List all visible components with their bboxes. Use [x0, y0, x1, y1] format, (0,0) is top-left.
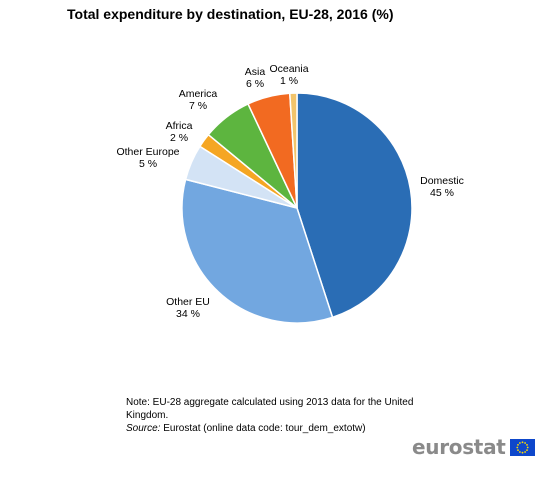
flag-star — [518, 441, 521, 444]
source-label: Source: — [126, 423, 161, 434]
eurostat-logo: eurostat — [412, 435, 535, 459]
source-line: Source: Eurostat (online data code: tour… — [126, 422, 426, 435]
slice-label-other-eu: Other EU 34 % — [166, 296, 210, 320]
flag-star — [523, 450, 526, 453]
eu-flag-icon — [509, 438, 535, 456]
slice-label-africa: Africa 2 % — [166, 120, 193, 144]
pie-slices — [181, 92, 413, 324]
pie-slice-oceania — [288, 92, 298, 209]
flag-star — [521, 440, 523, 443]
slice-label-oceania: Oceania 1 % — [269, 63, 308, 87]
slice-label-other-europe: Other Europe 5 % — [116, 146, 179, 170]
flag-star — [525, 443, 528, 446]
flag-star — [515, 446, 518, 448]
flag-star — [526, 446, 529, 448]
pie-slice-domestic — [296, 92, 413, 319]
slice-label-domestic: Domestic 45 % — [420, 175, 464, 199]
slice-label-america: America 7 % — [179, 88, 218, 112]
brand-name: eurostat — [412, 435, 506, 459]
chart-note: Note: EU-28 aggregate calculated using 2… — [126, 396, 426, 435]
flag-star — [516, 443, 519, 446]
flag-star — [525, 448, 528, 451]
pie-slice-other-eu — [181, 178, 334, 324]
chart-title: Total expenditure by destination, EU-28,… — [67, 6, 394, 22]
slice-label-asia: Asia 6 % — [245, 66, 266, 90]
flag-star — [516, 448, 519, 451]
note-text: Note: EU-28 aggregate calculated using 2… — [126, 397, 414, 421]
flag-star — [518, 450, 521, 453]
flag-star — [521, 451, 523, 454]
flag-star — [523, 441, 526, 444]
source-text: Eurostat (online data code: tour_dem_ext… — [160, 423, 366, 434]
pie-labels: Domestic 45 %Other EU 34 %Other Europe 5 %A… — [116, 63, 463, 320]
